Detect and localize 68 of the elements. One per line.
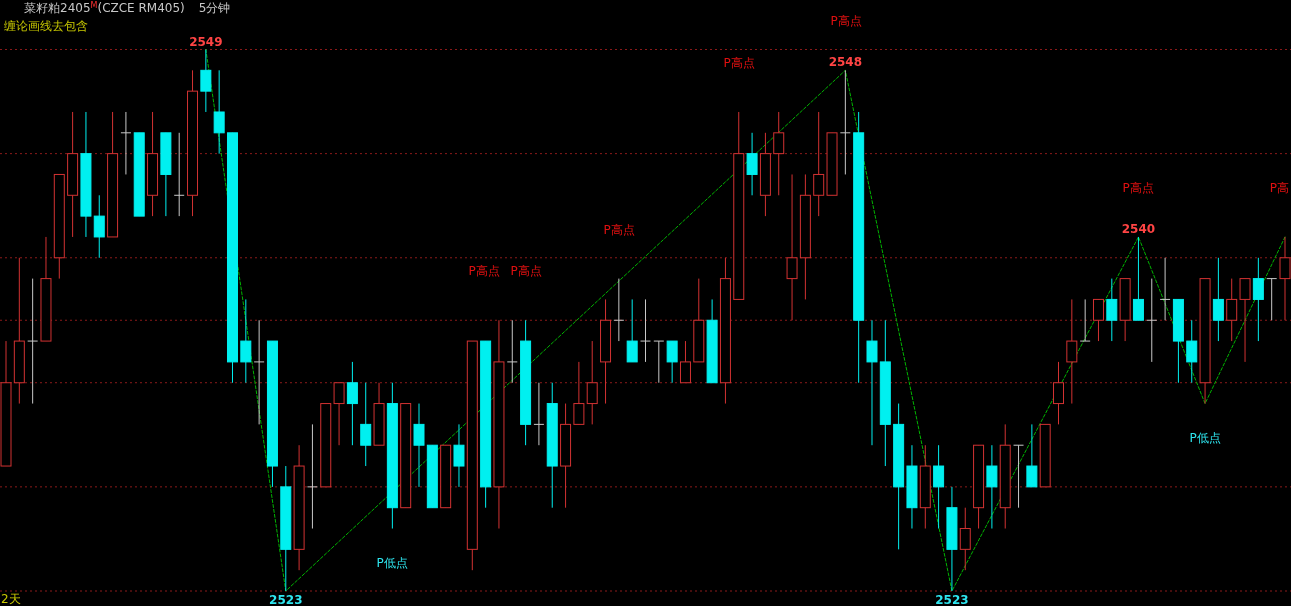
annotation: P高点 [603, 223, 635, 237]
candlestick [360, 382, 372, 467]
candlestick [626, 298, 638, 363]
candlestick [120, 111, 132, 175]
annotation: P低点 [376, 556, 408, 570]
candlestick [306, 423, 318, 530]
chart-title: 菜籽粕2405$^{M}$(CZCE RM405) [24, 0, 185, 15]
candlestick [640, 298, 651, 363]
candlestick [1239, 278, 1251, 363]
candlestick [533, 382, 545, 446]
annotation: P高点 [510, 264, 542, 278]
candlestick [1159, 257, 1171, 321]
data-label: 2548 [828, 55, 863, 70]
candlestick [27, 278, 39, 405]
candlestick [1092, 298, 1104, 342]
data-label: 2549 [189, 34, 223, 49]
candlestick [93, 194, 105, 259]
candlestick [959, 507, 971, 571]
candlestick [1186, 319, 1198, 384]
candlestick [866, 319, 878, 446]
candlestick [986, 444, 998, 530]
annotation: P低点 [1189, 431, 1221, 445]
text: P高点 [830, 14, 862, 28]
candlestick [346, 361, 358, 446]
candlestick [213, 69, 225, 155]
candlestick [786, 173, 798, 321]
candlestick [333, 382, 345, 446]
annotation: P高 [1269, 181, 1289, 195]
candlestick [453, 423, 465, 488]
candlestick [1026, 423, 1038, 488]
candlestick [506, 319, 518, 384]
candlestick [240, 298, 252, 384]
text: 缠论画线去包含 [4, 19, 88, 33]
candlestick [813, 111, 825, 217]
candlestick [1053, 361, 1064, 425]
candlestick [413, 403, 425, 488]
candlestick [1146, 278, 1158, 363]
candlestick [1066, 298, 1078, 405]
candlestick [653, 340, 665, 384]
candlestick [1013, 444, 1025, 509]
candlestick [200, 49, 212, 113]
annotation: P高点 [1122, 181, 1154, 195]
text: 2天 [1, 592, 21, 606]
candlestick [679, 340, 691, 384]
candlestick [586, 340, 598, 425]
candlestick [1106, 278, 1118, 342]
candlestick [1079, 298, 1091, 342]
candlestick [839, 69, 851, 175]
candlestick [773, 111, 785, 196]
candlestick [613, 278, 625, 342]
candlestick [173, 132, 185, 217]
candlestick [1252, 257, 1264, 342]
data-label: 2540 [1121, 221, 1156, 236]
candlestick [1132, 236, 1144, 321]
candlestick [933, 444, 945, 530]
candlestick [1279, 236, 1291, 321]
chart-subtitle: 5分钟 [198, 1, 231, 15]
candlestick [1266, 278, 1278, 321]
candlestick [1212, 257, 1224, 342]
data-label: 2523 [935, 593, 969, 606]
candlestick [253, 319, 265, 425]
data-label: 2523 [269, 593, 303, 606]
annotation: P高点 [723, 56, 755, 70]
candlestick [1226, 278, 1238, 342]
candlestick [573, 361, 585, 425]
candlestick [666, 340, 678, 384]
annotation: P高点 [468, 264, 500, 278]
candlestick [746, 132, 758, 196]
